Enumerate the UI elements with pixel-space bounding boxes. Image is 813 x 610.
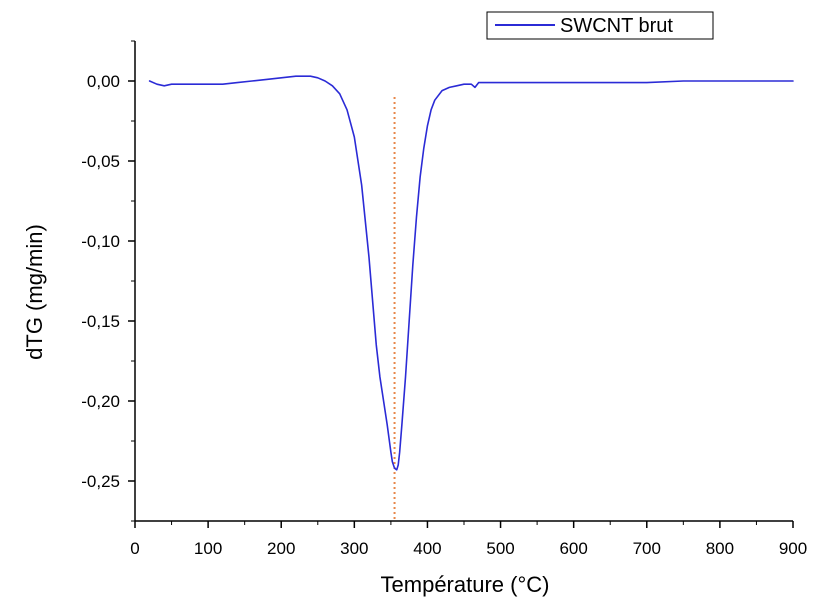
series-layer (148, 75, 794, 471)
x-tick-label: 400 (413, 539, 441, 558)
x-tick-label: 600 (559, 539, 587, 558)
x-tick-label: 500 (486, 539, 514, 558)
y-tick-label: -0,25 (81, 472, 120, 491)
y-tick-label: -0,10 (81, 232, 120, 251)
axes-layer: 0 100 200 300 400 500 600 700 800 900 0,00 -0,05 -0,… (81, 40, 807, 558)
y-tick-label: -0,15 (81, 312, 120, 331)
x-tick-label: 800 (706, 539, 734, 558)
series-line-swcnt-brut (148, 75, 794, 471)
x-tick-label: 700 (633, 539, 661, 558)
x-tick-label: 300 (340, 539, 368, 558)
legend-box (486, 11, 714, 40)
y-tick-label: -0,05 (81, 152, 120, 171)
x-tick-label: 0 (130, 539, 139, 558)
x-tick-label: 200 (267, 539, 295, 558)
y-axis-label: dTG (mg/min) (22, 224, 47, 360)
legend: SWCNT brut (486, 11, 714, 40)
legend-label: SWCNT brut (560, 15, 673, 37)
x-tick-label: 100 (194, 539, 222, 558)
x-axis-label: Température (°C) (381, 572, 550, 597)
y-tick-label: 0,00 (87, 72, 120, 91)
y-tick-label: -0,20 (81, 392, 120, 411)
x-tick-label: 900 (779, 539, 807, 558)
